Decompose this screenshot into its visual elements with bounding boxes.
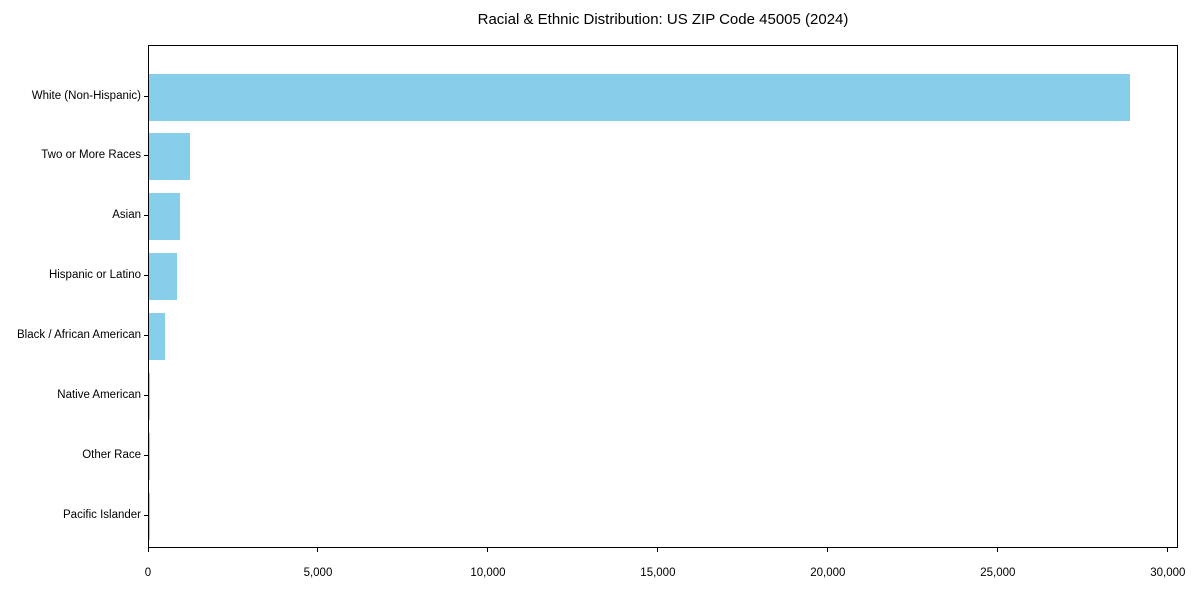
bar-black-african-american xyxy=(149,313,165,360)
y-axis-label-native-american: Native American xyxy=(57,388,141,401)
chart-title: Racial & Ethnic Distribution: US ZIP Cod… xyxy=(477,11,849,28)
bar-white-non-hispanic xyxy=(149,73,1130,121)
y-axis-label-hispanic-or-latino: Hispanic or Latino xyxy=(48,269,141,282)
y-tick-mark xyxy=(144,514,148,516)
y-tick-mark xyxy=(144,275,148,277)
x-tick-mark xyxy=(147,548,149,552)
y-tick-mark xyxy=(144,394,148,396)
x-axis-tick-label: 25,000 xyxy=(980,567,1016,579)
bar-native-american xyxy=(149,372,151,420)
y-axis-label-white-non-hispanic: White (Non-Hispanic) xyxy=(31,89,141,102)
y-axis-label-asian: Asian xyxy=(112,209,141,222)
y-axis-label-pacific-islander: Pacific Islander xyxy=(63,508,141,521)
x-tick-mark xyxy=(487,548,489,552)
x-tick-mark xyxy=(827,548,829,552)
plot-area xyxy=(148,45,1178,548)
x-tick-mark xyxy=(317,548,319,552)
bar-two-or-more-races xyxy=(149,133,191,181)
x-axis-tick-label: 30,000 xyxy=(1150,567,1186,579)
y-tick-mark xyxy=(144,95,148,97)
bar-hispanic-or-latino xyxy=(149,253,177,301)
y-axis-label-two-or-more-races: Two or More Races xyxy=(41,149,141,162)
y-tick-mark xyxy=(144,454,148,456)
x-tick-mark xyxy=(657,548,659,552)
x-axis-tick-label: 15,000 xyxy=(640,567,676,579)
y-tick-mark xyxy=(144,335,148,336)
x-axis-tick-label: 5,000 xyxy=(303,567,333,579)
x-axis-tick-label: 0 xyxy=(144,567,152,579)
x-axis-tick-label: 20,000 xyxy=(810,567,846,579)
y-tick-mark xyxy=(144,215,148,217)
y-axis-label-black-african-american: Black / African American xyxy=(17,329,141,341)
y-tick-mark xyxy=(144,155,148,157)
x-axis-tick-label: 10,000 xyxy=(470,567,506,579)
y-axis-label-other-race: Other Race xyxy=(82,448,141,461)
x-tick-mark xyxy=(1167,548,1169,552)
x-tick-mark xyxy=(997,548,999,552)
bar-asian xyxy=(149,193,180,241)
